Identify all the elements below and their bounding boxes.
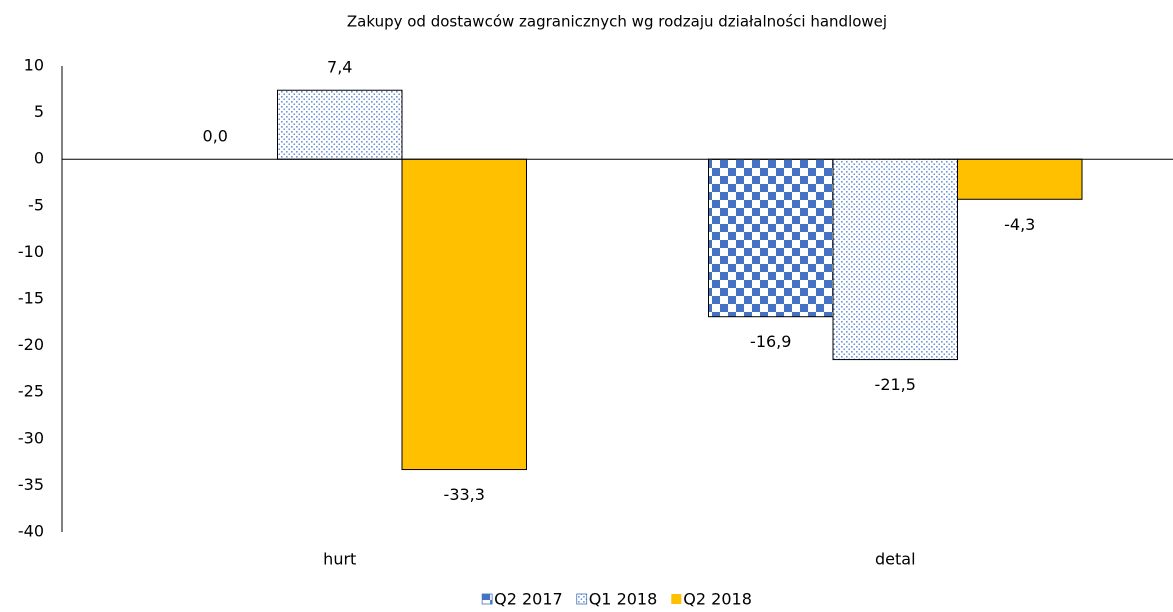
legend-swatch xyxy=(481,593,493,605)
legend-label: Q1 2018 xyxy=(589,590,658,609)
value-label: -21,5 xyxy=(875,375,916,394)
legend-label: Q2 2017 xyxy=(494,590,563,609)
bar xyxy=(708,158,834,318)
legend-swatch xyxy=(576,593,588,605)
y-tick-label: -35 xyxy=(18,475,44,494)
legend-swatch xyxy=(671,594,682,604)
x-tick-label: hurt xyxy=(323,550,356,569)
chart-title: Zakupy od dostawców zagranicznych wg rod… xyxy=(347,13,887,31)
y-tick-label: -20 xyxy=(18,335,44,354)
y-tick-label: -40 xyxy=(18,522,44,541)
y-tick-label: -10 xyxy=(18,242,44,261)
bar xyxy=(957,158,1083,200)
y-tick-label: -5 xyxy=(28,195,44,214)
value-label: 7,4 xyxy=(327,58,352,77)
value-label: -33,3 xyxy=(444,485,485,504)
y-tick-label: 0 xyxy=(34,149,44,168)
x-tick-label: detal xyxy=(875,550,916,569)
legend-label: Q2 2018 xyxy=(683,590,752,609)
y-tick-label: -15 xyxy=(18,289,44,308)
bar xyxy=(832,158,958,361)
bar xyxy=(401,158,527,471)
legend: Q2 2017 Q1 2018 Q2 2018 xyxy=(481,590,752,609)
y-tick-label: -25 xyxy=(18,382,44,401)
y-tick-label: 5 xyxy=(34,102,44,121)
value-label: -16,9 xyxy=(750,332,791,351)
y-tick-label: -30 xyxy=(18,428,44,447)
value-label: 0,0 xyxy=(203,127,228,146)
y-tick-label: 10 xyxy=(24,56,44,75)
value-label: -4,3 xyxy=(1004,215,1035,234)
bar xyxy=(277,89,403,160)
